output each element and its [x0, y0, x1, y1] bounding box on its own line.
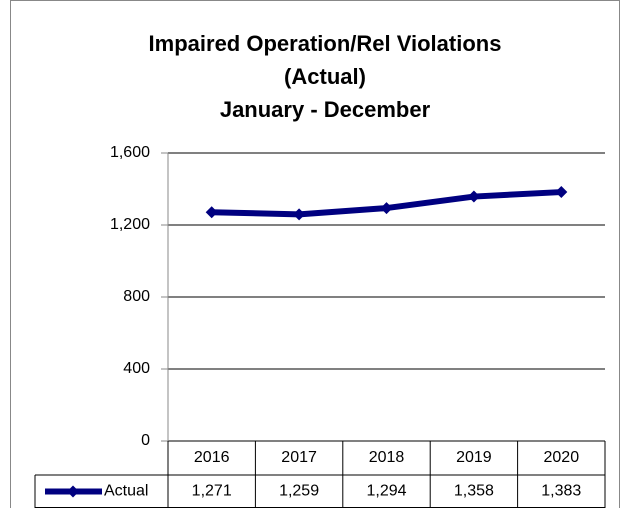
x-tick-label: 2019	[456, 449, 492, 466]
data-label: 1,358	[454, 483, 494, 500]
chart-border	[10, 0, 620, 508]
legend-marker	[67, 485, 79, 498]
chart-title: Impaired Operation/Rel Violations	[149, 31, 502, 56]
marker	[467, 190, 480, 203]
data-label: 1,383	[541, 483, 581, 500]
y-tick-label: 0	[141, 432, 150, 449]
y-tick-label: 400	[123, 360, 150, 377]
x-tick-label: 2016	[194, 449, 230, 466]
x-tick-label: 2017	[281, 449, 317, 466]
marker	[293, 208, 306, 221]
chart-title: (Actual)	[284, 64, 366, 89]
data-label: 1,259	[279, 483, 319, 500]
marker	[555, 186, 568, 199]
marker	[205, 206, 218, 219]
legend-label: Actual	[104, 483, 148, 500]
marker	[380, 202, 393, 215]
chart-title: January - December	[220, 97, 431, 122]
y-tick-label: 1,600	[110, 144, 150, 161]
y-tick-label: 1,200	[110, 216, 150, 233]
x-tick-label: 2018	[369, 449, 405, 466]
x-tick-label: 2020	[544, 449, 580, 466]
data-label: 1,271	[192, 483, 232, 500]
y-tick-label: 800	[123, 288, 150, 305]
data-label: 1,294	[366, 483, 406, 500]
